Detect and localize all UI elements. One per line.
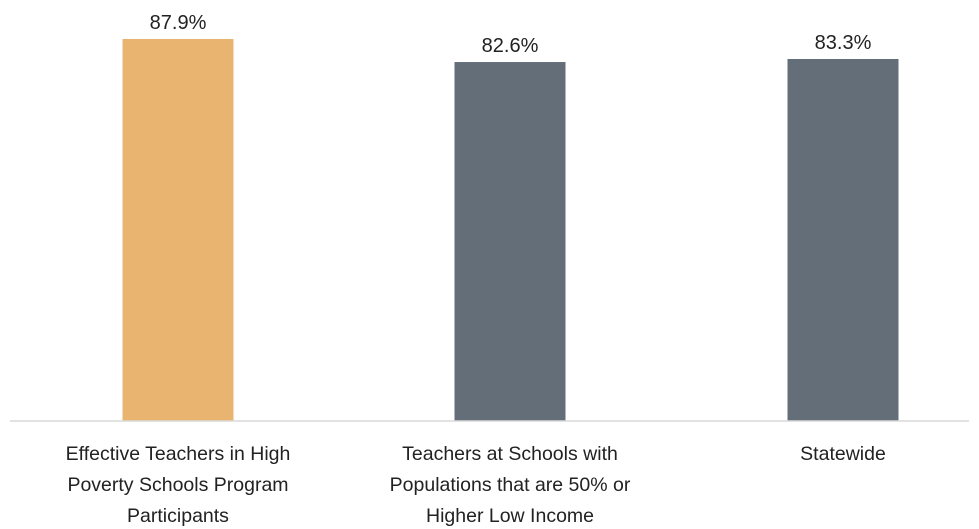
category-label-line: Effective Teachers in High	[66, 443, 291, 465]
category-label-line: Participants	[127, 505, 229, 527]
value-label-3: 83.3%	[815, 32, 872, 54]
category-label-line: Populations that are 50% or	[390, 474, 631, 496]
bar-2	[454, 62, 566, 422]
value-label-1: 87.9%	[150, 12, 207, 34]
category-label-line: Poverty Schools Program	[67, 474, 288, 496]
category-label-3: Statewide	[800, 443, 886, 465]
category-labels-group: Effective Teachers in High Poverty School…	[66, 443, 886, 527]
category-label-line: Teachers at Schools with	[402, 443, 618, 465]
bars-group	[122, 39, 899, 422]
value-label-2: 82.6%	[482, 35, 539, 57]
category-label-line: Higher Low Income	[426, 505, 594, 527]
category-label-line: Statewide	[800, 443, 886, 465]
category-label-1: Effective Teachers in High Poverty School…	[66, 443, 291, 527]
value-labels-group: 87.9% 82.6% 83.3%	[150, 12, 872, 57]
bar-1	[122, 39, 234, 421]
category-label-2: Teachers at Schools with Populations that…	[390, 443, 631, 527]
bar-3	[787, 58, 899, 421]
